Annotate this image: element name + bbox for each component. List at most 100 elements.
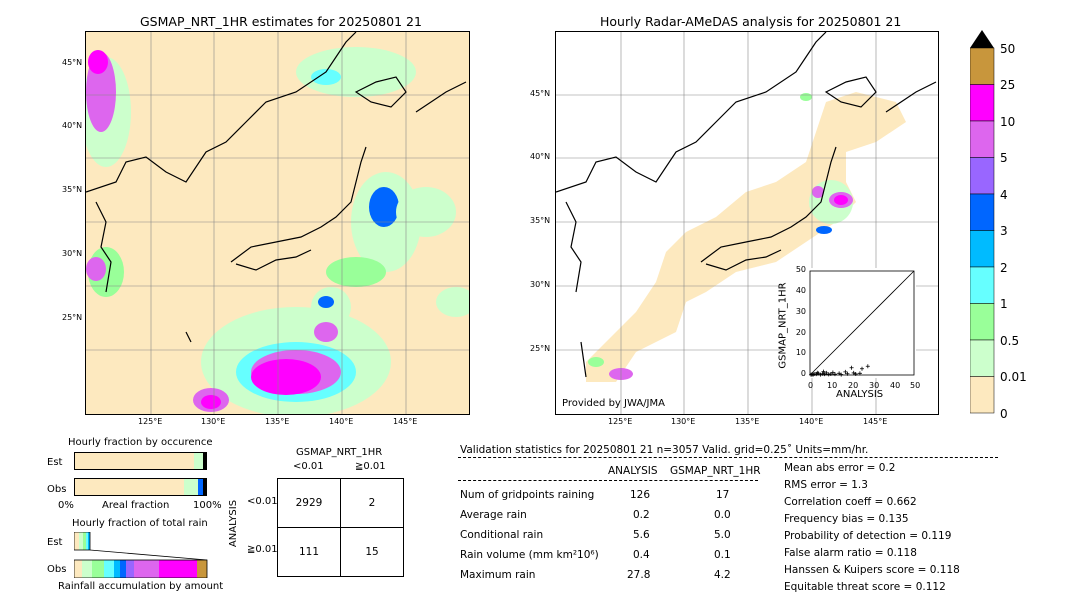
lon-label: 145°E [393,417,418,426]
colorbar-label: 50 [1000,42,1016,56]
occurrence-axis-left: 0% [58,500,74,511]
y-tick: 30 [795,307,806,316]
contingency-cell: 15 [340,527,404,577]
y-tick: 50 [795,265,806,274]
scatter-point [824,370,829,375]
scatter-point [830,370,835,375]
occurrence-obs-heavy [198,479,206,495]
colorbar-band [969,230,995,268]
lat-label: 35°N [62,185,83,194]
scatter-point [839,372,844,377]
left-map-rain [86,47,469,414]
left-map-title: GSMAP_NRT_1HR estimates for 20250801 21 [140,14,422,29]
scatter-point [815,370,820,375]
colorbar-band [969,47,995,85]
total-bar-obs [73,559,208,579]
scatter-point [828,371,833,376]
lon-label: 140°E [329,417,354,426]
scatter-point [853,371,858,376]
scatter-point [822,372,827,377]
scatter-inset [784,268,916,378]
validation-scores: Mean abs error = 0.2 RMS error = 1.3 Cor… [784,462,1004,602]
colorbar-label: 0.01 [1000,370,1027,384]
validation-row-analysis: 27.8 [627,569,651,581]
total-title: Hourly fraction of total rain [72,518,208,529]
right-map-coverage [586,92,906,382]
left-map-coastline [86,32,467,343]
colorbar-band [969,303,995,341]
validation-row-label: Rain volume (mm km²10⁶) [460,549,599,561]
scatter-point [857,371,862,376]
validation-row-label: Conditional rain [460,529,544,541]
scatter-xlabel: ANALYSIS [836,389,884,400]
validation-row-analysis: 5.6 [633,529,650,541]
scatter-x-ticks: 0 10 20 30 40 50 [808,381,923,391]
x-tick: 0 [808,381,814,390]
contingency-table-row: 111 15 [277,527,404,577]
validation-row-gsmap: 5.0 [714,529,731,541]
occurrence-row-est: Est [47,457,63,468]
left-map-grid [86,32,469,414]
lon-label: 140°E [799,417,824,426]
scatter-point [843,369,848,374]
colorbar-labels: 50 25 10 5 4 3 2 1 0.5 0.01 0 [1000,42,1040,422]
scatter-ylabel: GSMAP_NRT_1HR [777,282,789,369]
scatter-point [851,370,856,375]
scatter-point [820,371,825,376]
total-row-obs: Obs [47,564,67,575]
left-map-lon-labels: 125°E 130°E 135°E 140°E 145°E [85,417,468,429]
total-bars [73,531,208,579]
colorbar-label: 2 [1000,261,1008,275]
x-tick: 20 [848,381,859,390]
score-line: Mean abs error = 0.2 [784,462,896,474]
contingency-row-0: <0.01 [247,496,278,507]
lon-label: 135°E [265,417,290,426]
y-tick: 0 [800,369,806,378]
validation-row-gsmap: 17 [716,489,730,501]
colorbar-label: 0 [1000,407,1008,421]
scatter-point [865,364,870,369]
y-tick: 20 [795,328,806,337]
total-footer: Rainfall accumulation by amount [58,581,224,592]
contingency-title: GSMAP_NRT_1HR [296,447,383,458]
scatter-point [811,372,816,377]
scatter-points [809,364,870,377]
occurrence-axis-center: Areal fraction [102,500,170,511]
contingency-row-axis: ANALYSIS [228,499,240,548]
colorbar-label: 5 [1000,151,1008,165]
occurrence-axis-right: 100% [193,500,222,511]
colorbar-svg [969,30,995,414]
occurrence-title: Hourly fraction by occurence [68,437,213,448]
right-map-coastline [556,32,937,378]
total-bar-est [73,531,91,551]
lat-label: 40°N [62,121,83,130]
validation-row-gsmap: 0.0 [714,509,731,521]
scatter-diagonal [809,270,915,376]
lat-label: 30°N [530,280,551,289]
score-line: Probability of detection = 0.119 [784,530,952,542]
score-line: Frequency bias = 0.135 [784,513,909,525]
y-tick: 10 [795,348,806,357]
validation-col-gsmap: GSMAP_NRT_1HR [670,465,761,477]
validation-col-analysis: ANALYSIS [608,465,658,477]
validation-row-label: Average rain [460,509,527,521]
colorbar [969,30,995,414]
validation-row-analysis: 0.2 [633,509,650,521]
validation-row-analysis: 0.4 [633,549,650,561]
lat-label: 35°N [530,216,551,225]
lat-label: 25°N [530,344,551,353]
contingency-row-1: ≧0.01 [247,544,278,555]
occurrence-bar-est [74,452,207,470]
score-line: Hanssen & Kuipers score = 0.118 [784,564,960,576]
colorbar-label: 4 [1000,188,1008,202]
contingency-col-1: ≧0.01 [355,461,386,472]
lat-label: 25°N [62,313,83,322]
lat-label: 45°N [62,58,83,67]
right-map-svg [556,32,938,414]
lon-label: 135°E [735,417,760,426]
left-map-svg [86,32,469,414]
provided-by-label: Provided by JWA/JMA [562,398,665,409]
x-tick: 30 [869,381,880,390]
scatter-point [832,372,837,377]
right-map-title: Hourly Radar-AMeDAS analysis for 2025080… [600,14,902,29]
